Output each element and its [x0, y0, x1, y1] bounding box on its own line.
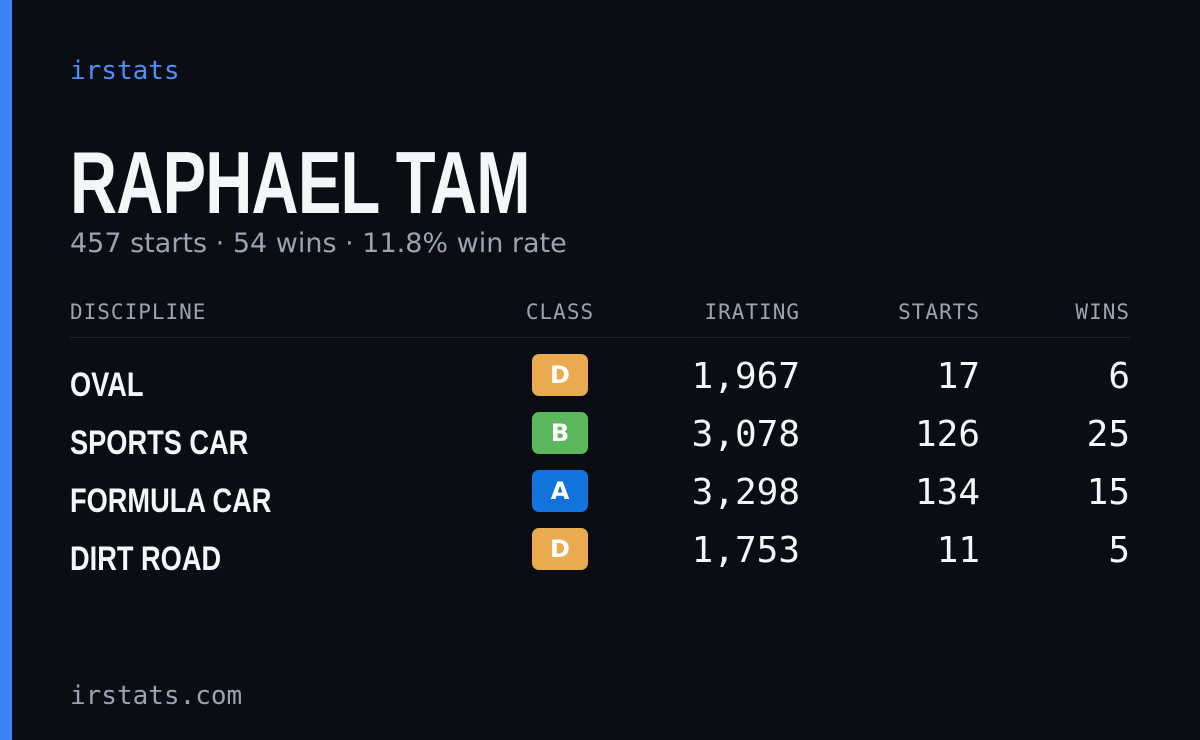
stat-value: 25 [1086, 414, 1130, 455]
stat-value: 6 [1108, 356, 1130, 397]
accent-bar [0, 0, 12, 740]
class-badge: D [532, 354, 588, 396]
column-header: STARTS [898, 300, 980, 324]
footer: irstats.com [70, 681, 243, 711]
column-header: CLASS [525, 300, 595, 324]
column-header: DISCIPLINE [70, 300, 207, 324]
stat-value: 3,298 [691, 472, 800, 513]
stat-value: 1,753 [691, 530, 800, 571]
stat-value: 3,078 [691, 414, 800, 455]
driver-name: RAPHAEL TAM [70, 133, 531, 232]
stat-value: 5 [1108, 530, 1130, 571]
class-badge: A [532, 470, 588, 512]
class-badge: B [532, 412, 588, 454]
class-badge: D [532, 528, 588, 570]
discipline: SPORTS CAR [70, 424, 249, 462]
stat-value: 11 [936, 530, 980, 571]
stat-value: 126 [914, 414, 980, 455]
stat-value: 15 [1086, 472, 1130, 513]
stat-value: 17 [936, 356, 980, 397]
stat-value: 134 [914, 472, 980, 513]
header-rule [70, 337, 1130, 338]
discipline: DIRT ROAD [70, 540, 222, 578]
discipline: FORMULA CAR [70, 482, 272, 520]
column-header: IRATING [704, 300, 800, 324]
discipline: OVAL [70, 366, 144, 404]
stat-value: 1,967 [691, 356, 800, 397]
brand: irstats [70, 56, 180, 86]
summary: 457 starts · 54 wins · 11.8% win rate [70, 228, 567, 259]
column-header: WINS [1075, 300, 1130, 324]
